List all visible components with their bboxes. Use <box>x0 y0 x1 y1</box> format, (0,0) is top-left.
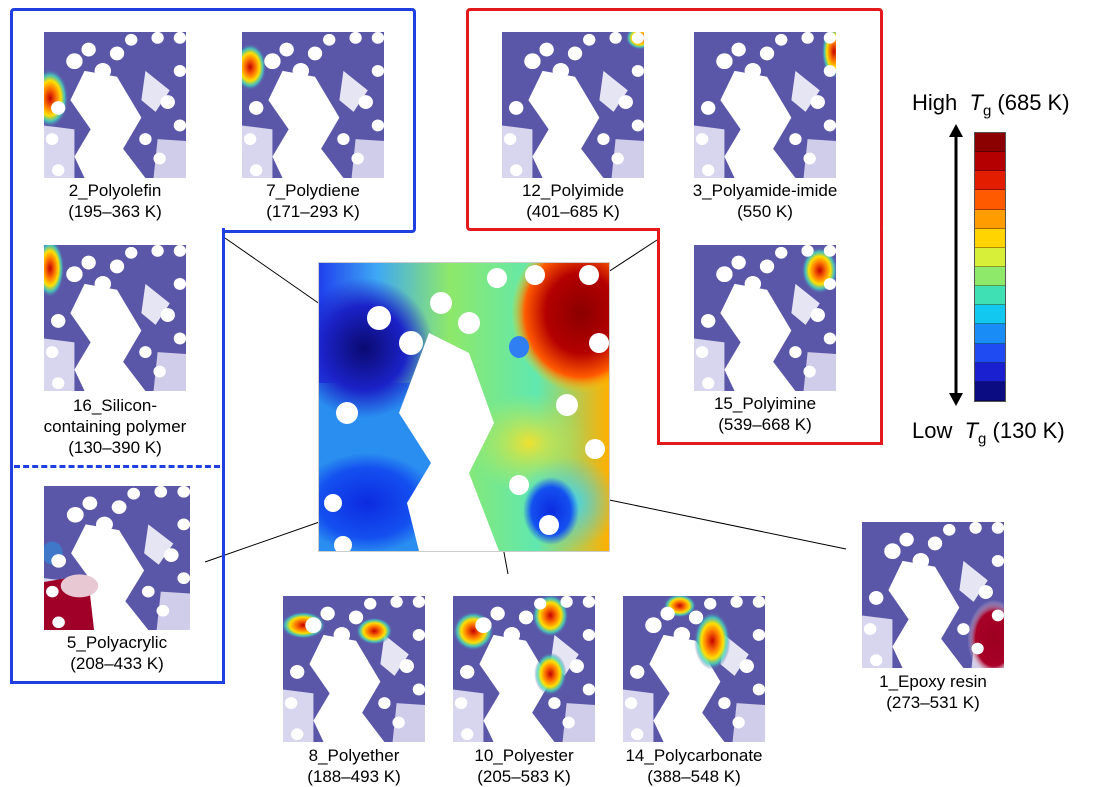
colorbar-segment <box>975 305 1005 325</box>
caption-polyimide: 12_Polyimide (401–685 K) <box>521 181 625 221</box>
colorbar-segment <box>975 247 1005 267</box>
caption-epoxy: 1_Epoxy resin (273–531 K) <box>879 672 987 712</box>
map-polyimine <box>694 245 836 391</box>
red-group-gap-cover <box>660 227 880 231</box>
map-polyimide <box>502 32 644 178</box>
colorbar-segment <box>975 286 1005 306</box>
caption-polyacrylic: 5_Polyacrylic (208–433 K) <box>66 633 168 673</box>
colorbar-segment <box>975 381 1005 401</box>
colorbar-segment <box>975 209 1005 229</box>
caption-polyimine: 15_Polyimine (539–668 K) <box>713 394 817 434</box>
blue-group-right-extension <box>222 228 225 684</box>
map-polydiene <box>242 32 384 178</box>
connector-line <box>589 495 847 550</box>
colorbar-segment <box>975 324 1005 344</box>
map-silicon <box>44 245 186 391</box>
caption-polydiene: 7_Polydiene (171–293 K) <box>266 181 360 221</box>
red-group-right-extension <box>880 228 883 445</box>
blue-group-gap-cover <box>13 229 222 233</box>
map-polyolefin <box>44 32 186 178</box>
colorbar-segment <box>975 190 1005 210</box>
blue-group-divider <box>14 465 220 468</box>
tg-arrow <box>949 124 963 406</box>
map-polyether <box>283 596 425 742</box>
caption-polyester: 10_Polyester (205–583 K) <box>474 746 574 786</box>
caption-polyether: 8_Polyether (188–493 K) <box>307 746 401 786</box>
caption-silicon: 16_Silicon-containing polymer (130–390 K) <box>43 396 187 457</box>
colorbar-segment <box>975 228 1005 248</box>
red-group-left-extension <box>657 228 660 445</box>
caption-polyamideimide: 3_Polyamide-imide (550 K) <box>692 181 838 221</box>
colorbar-segment <box>975 362 1005 382</box>
map-epoxy <box>862 522 1004 668</box>
red-group-bottom <box>657 442 883 445</box>
combined-tg-map <box>318 262 610 552</box>
caption-polycarbonate: 14_Polycarbonate (388–548 K) <box>625 746 763 786</box>
map-polyester <box>453 596 595 742</box>
colorbar-segment <box>975 133 1005 153</box>
blue-group-left-extension <box>10 228 13 684</box>
map-polyacrylic <box>44 486 190 630</box>
colorbar-segment <box>975 171 1005 191</box>
map-polycarbonate <box>623 596 765 742</box>
caption-polyolefin: 2_Polyolefin (195–363 K) <box>68 181 162 221</box>
colorbar-segment <box>975 152 1005 172</box>
blue-group-bottom <box>10 681 225 684</box>
legend-high-label: High Tg (685 K) <box>912 90 1070 120</box>
legend-low-label: Low Tg (130 K) <box>912 418 1065 448</box>
map-polyamideimide <box>694 32 836 178</box>
colorbar-segment <box>975 266 1005 287</box>
tg-colorbar <box>974 132 1006 402</box>
colorbar-segment <box>975 343 1005 363</box>
